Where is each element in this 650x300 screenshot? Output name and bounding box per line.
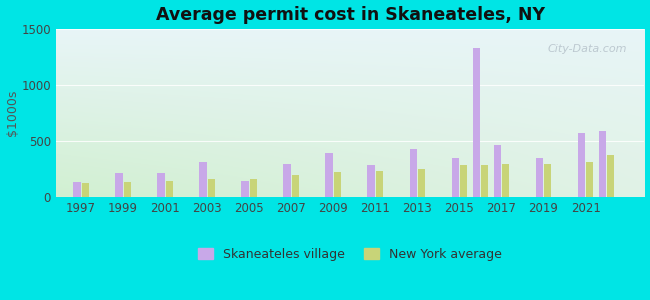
Bar [283,164,291,197]
Bar [493,146,501,197]
Title: Average permit cost in Skaneateles, NY: Average permit cost in Skaneateles, NY [155,6,545,24]
Bar [502,164,510,197]
Bar [460,165,467,197]
Legend: Skaneateles village, New York average: Skaneateles village, New York average [194,243,507,266]
Y-axis label: $1000s: $1000s [6,90,19,136]
Bar [81,183,89,197]
Bar [157,173,164,197]
Bar [452,158,459,197]
Bar [208,179,215,197]
Bar [536,158,543,197]
Bar [544,164,551,197]
Bar [607,155,614,197]
Bar [292,175,299,197]
Bar [326,153,333,197]
Bar [376,170,384,197]
Bar [599,131,606,197]
Text: City-Data.com: City-Data.com [547,44,627,54]
Bar [418,169,425,197]
Bar [586,162,593,197]
Bar [334,172,341,197]
Bar [115,173,123,197]
Bar [166,181,173,197]
Bar [481,165,488,197]
Bar [410,149,417,197]
Bar [124,182,131,197]
Bar [367,165,375,197]
Bar [73,182,81,197]
Bar [241,181,249,197]
Bar [473,48,480,197]
Bar [578,133,585,197]
Bar [250,179,257,197]
Bar [200,162,207,197]
